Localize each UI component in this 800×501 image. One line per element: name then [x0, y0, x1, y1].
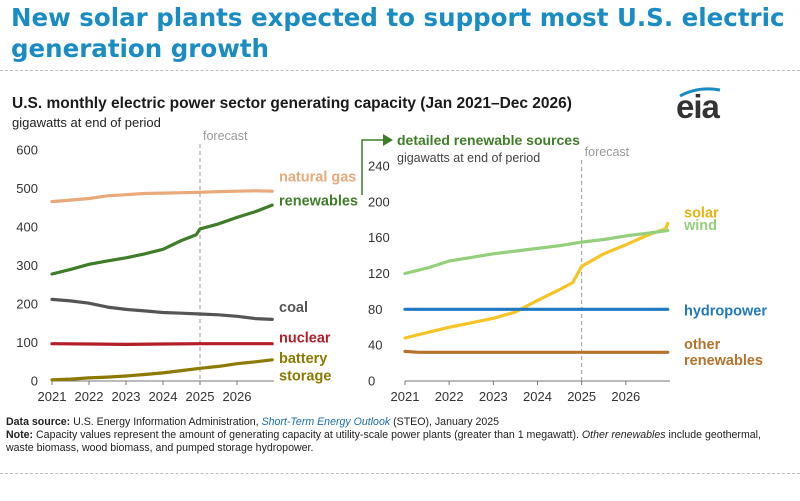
eia-logo-swoosh-icon	[679, 87, 721, 98]
series-label-other-line2: renewables	[684, 353, 763, 369]
series-line-renewables	[50, 203, 274, 276]
series-label-natural-gas: natural gas	[279, 170, 356, 186]
x-tick-label: 2025	[186, 389, 215, 404]
steo-link[interactable]: Short-Term Energy Outlook	[261, 416, 391, 428]
series-label-wind: wind	[683, 218, 717, 234]
chart-subtitle: gigawatts at end of period	[12, 115, 161, 130]
x-tick-label: 2025	[567, 389, 596, 404]
divider-bottom	[0, 473, 800, 474]
y-tick-label: 100	[16, 335, 38, 350]
note-pre: Capacity values represent the amount of …	[36, 429, 579, 441]
y-tick-label: 600	[16, 143, 38, 158]
y-tick-label: 200	[16, 297, 38, 312]
series-line-battery-storage	[50, 358, 274, 382]
note-post: include geothermal, waste biomass, wood …	[6, 429, 761, 454]
x-tick-label: 2023	[112, 389, 141, 404]
y-tick-label: 300	[16, 258, 38, 273]
x-tick-label: 2024	[523, 389, 552, 404]
y-tick-label: 200	[368, 194, 390, 209]
y-tick-label: 0	[31, 374, 38, 389]
divider-top	[0, 70, 800, 71]
note-label: Note:	[6, 429, 34, 441]
series-line-natural-gas	[50, 189, 274, 204]
x-tick-label: 2026	[611, 389, 640, 404]
y-tick-label: 40	[368, 338, 382, 353]
forecast-label: forecast	[585, 145, 630, 159]
series-line-other-renewables	[403, 349, 670, 354]
series-label-other-line1: other	[684, 337, 721, 353]
x-tick-label: 2023	[479, 389, 508, 404]
x-tick-label: 2022	[435, 389, 464, 404]
source-pre: U.S. Energy Information Administration,	[73, 416, 259, 428]
right-chart-subtitle: gigawatts at end of period	[397, 151, 540, 165]
x-tick-label: 2022	[75, 389, 104, 404]
y-tick-label: 400	[16, 220, 38, 235]
y-tick-label: 0	[368, 374, 375, 389]
x-tick-label: 2026	[223, 389, 252, 404]
x-tick-label: 2021	[391, 389, 420, 404]
series-line-coal	[50, 297, 274, 321]
y-tick-label: 500	[16, 181, 38, 196]
series-label-nuclear: nuclear	[279, 331, 331, 347]
series-line-solar	[403, 221, 670, 340]
x-tick-label: 2024	[149, 389, 178, 404]
x-tick-label: 2021	[38, 389, 67, 404]
series-label-renewables: renewables	[279, 194, 358, 210]
headline: New solar plants expected to support mos…	[11, 3, 785, 63]
chart-title: U.S. monthly electric power sector gener…	[12, 95, 572, 112]
series-line-wind	[403, 228, 670, 276]
y-tick-label: 240	[368, 159, 390, 174]
series-label-battery-line1: battery	[279, 351, 327, 367]
y-tick-label: 80	[368, 302, 382, 317]
series-label-solar: solar	[684, 205, 719, 221]
source-label: Data source:	[6, 416, 71, 428]
series-line-nuclear	[50, 342, 274, 346]
eia-logo: eia	[676, 88, 720, 125]
series-label-coal: coal	[279, 300, 308, 316]
left-chart: 0 100 200 300 400 500 600 2021 2022 2023 2024 2025 2…	[16, 129, 358, 404]
connector-line	[361, 139, 383, 195]
detailed-renewables-connector: detailed renewable sources gigawatts at e…	[361, 132, 580, 195]
connector-arrow-icon	[383, 134, 393, 146]
right-chart: 0 40 80 120 160 200 240 2021 2022 2023 2024 2025 202…	[368, 145, 767, 404]
note-italic: Other renewables	[581, 429, 666, 441]
series-label-battery-line2: storage	[279, 368, 331, 384]
y-tick-label: 160	[368, 230, 390, 245]
source-post: (STEO), January 2025	[393, 416, 500, 428]
forecast-label: forecast	[203, 129, 248, 143]
data-source-line: Data source: U.S. Energy Information Adm…	[6, 416, 786, 429]
series-label-hydropower: hydropower	[684, 303, 767, 319]
right-chart-title: detailed renewable sources	[397, 132, 580, 148]
y-tick-label: 120	[368, 266, 390, 281]
note-text: Note: Capacity values represent the amou…	[6, 429, 786, 454]
